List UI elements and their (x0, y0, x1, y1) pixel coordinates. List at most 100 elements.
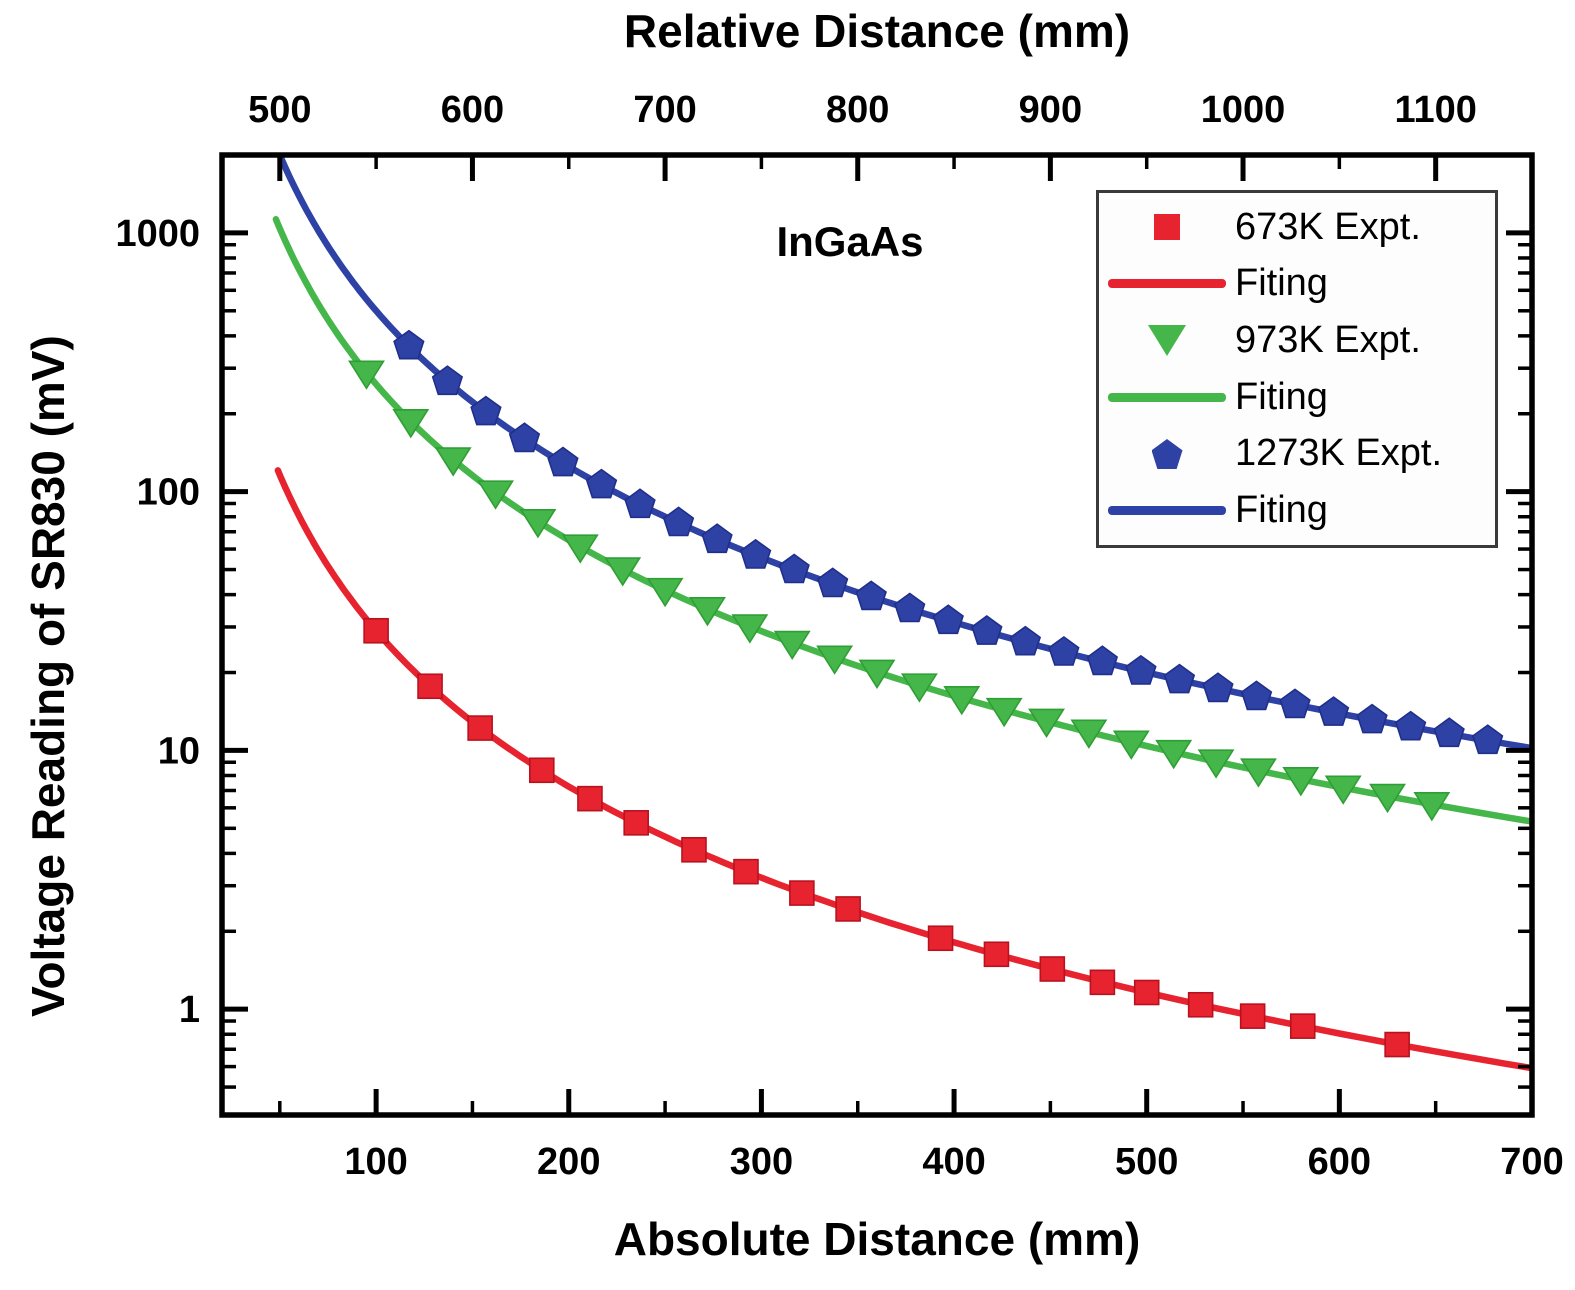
pentagon-marker (1356, 703, 1388, 734)
series-973k-expt- (272, 216, 1530, 825)
pentagon-marker (1433, 717, 1465, 748)
tick-label: 500 (248, 89, 311, 131)
triangle-down-marker (561, 534, 599, 564)
square-marker (733, 858, 759, 885)
series-673k-expt- (274, 467, 1530, 1072)
tick-label: 10 (158, 730, 200, 772)
square-marker (363, 617, 389, 644)
tick-label: 600 (1308, 1141, 1371, 1183)
sample-annotation: InGaAs (776, 218, 924, 265)
plot-area (272, 157, 1530, 1072)
plot-frame (219, 152, 1535, 1118)
green-line-icon (1108, 392, 1226, 402)
pentagon-marker (1009, 625, 1042, 656)
pentagon-marker (1317, 696, 1350, 726)
tick-labels: 100 200 300 400 500 600 700 500 600 700 800 900 1000… (115, 89, 1563, 1183)
tick-label: 200 (537, 1141, 600, 1183)
triangle-down-marker (1155, 739, 1193, 770)
triangle-down-marker (1197, 749, 1235, 779)
legend-item-1273k-expt: 1273K Expt. (1099, 426, 1495, 481)
legend-label: Fiting (1235, 375, 1328, 418)
axis-ticks (222, 155, 1535, 1115)
pentagon-marker (855, 580, 887, 611)
pentagon-marker (816, 567, 849, 598)
legend-label: 673K Expt. (1235, 205, 1421, 248)
triangle-down-marker (943, 686, 981, 716)
triangle-down-marker (434, 447, 472, 477)
pentagon-marker (624, 488, 656, 519)
pentagon-marker (1240, 680, 1273, 711)
triangle-down-marker (348, 360, 385, 390)
pentagon-marker (470, 395, 502, 426)
pentagon-marker (739, 538, 772, 569)
tick-label: 1100 (1394, 89, 1476, 131)
legend: 673K Expt. Fiting 973K Expt. Fiting 1273… (1096, 190, 1498, 548)
pentagon-marker (1202, 672, 1234, 703)
square-marker (927, 925, 954, 952)
pentagon-marker (393, 329, 425, 360)
triangle-down-marker (1070, 719, 1108, 749)
legend-item-973k-fit: Fiting (1099, 370, 1495, 425)
square-marker (623, 810, 649, 836)
pentagon-marker (971, 615, 1003, 645)
pentagon-marker (1086, 645, 1119, 676)
tick-label: 1 (179, 989, 200, 1031)
pentagon-marker (431, 365, 464, 396)
legend-item-673k-fit: Fiting (1099, 256, 1495, 311)
pentagon-marker (1394, 710, 1427, 741)
tick-label: 300 (730, 1141, 793, 1183)
legend-label: 973K Expt. (1235, 319, 1421, 362)
tick-label: 600 (441, 89, 504, 131)
triangle-down-marker (519, 509, 557, 539)
top-axis-title: Relative Distance (mm) (623, 5, 1131, 57)
series-1273k-expt- (277, 157, 1530, 755)
tick-label: 700 (633, 89, 696, 131)
triangle-down-marker (689, 597, 726, 627)
triangle-down-marker (1324, 775, 1362, 805)
triangle-down-marker (985, 697, 1023, 728)
tick-label: 100 (137, 472, 200, 514)
square-marker (835, 896, 861, 922)
triangle-down-marker (1028, 708, 1065, 738)
triangle-down-marker (646, 577, 684, 608)
legend-item-973k-expt: 973K Expt. (1099, 313, 1495, 368)
bottom-axis-title: Absolute Distance (mm) (613, 1213, 1141, 1265)
pentagon-marker (778, 553, 810, 584)
square-marker (528, 757, 555, 784)
blue-pentagon-marker-icon (1151, 438, 1183, 469)
triangle-down-marker (773, 630, 811, 661)
pentagon-marker (547, 446, 579, 477)
square-marker (1039, 956, 1066, 982)
triangle-down-marker (1112, 730, 1150, 760)
pentagon-marker (508, 422, 541, 453)
y-axis-title: Voltage Reading of SR830 (mV) (22, 335, 74, 1017)
pentagon-marker (1471, 724, 1504, 755)
triangle-down-marker (1239, 758, 1277, 788)
triangle-down-marker (858, 659, 896, 689)
square-marker (789, 880, 815, 906)
pentagon-marker (1125, 654, 1157, 685)
pentagon-marker (894, 592, 926, 623)
legend-item-673k-expt: 673K Expt. (1099, 200, 1495, 255)
square-marker (1133, 979, 1160, 1006)
tick-label: 1000 (1201, 89, 1286, 131)
legend-label: Fiting (1235, 489, 1328, 532)
pentagon-marker (1048, 636, 1080, 666)
triangle-down-marker (392, 409, 430, 439)
square-marker (1187, 991, 1214, 1018)
pentagon-marker (662, 506, 695, 537)
pentagon-marker (701, 523, 733, 554)
legend-item-1273k-fit: Fiting (1099, 483, 1495, 538)
pentagon-marker (1163, 663, 1196, 694)
tick-label: 1000 (115, 213, 200, 255)
tick-label: 500 (1115, 1141, 1178, 1183)
triangle-down-marker (816, 645, 854, 675)
square-marker (1289, 1013, 1316, 1039)
tick-label: 700 (1500, 1141, 1563, 1183)
square-marker (467, 715, 493, 741)
tick-label: 100 (344, 1141, 407, 1183)
legend-label: 1273K Expt. (1235, 432, 1443, 475)
triangle-down-marker (1413, 792, 1451, 822)
